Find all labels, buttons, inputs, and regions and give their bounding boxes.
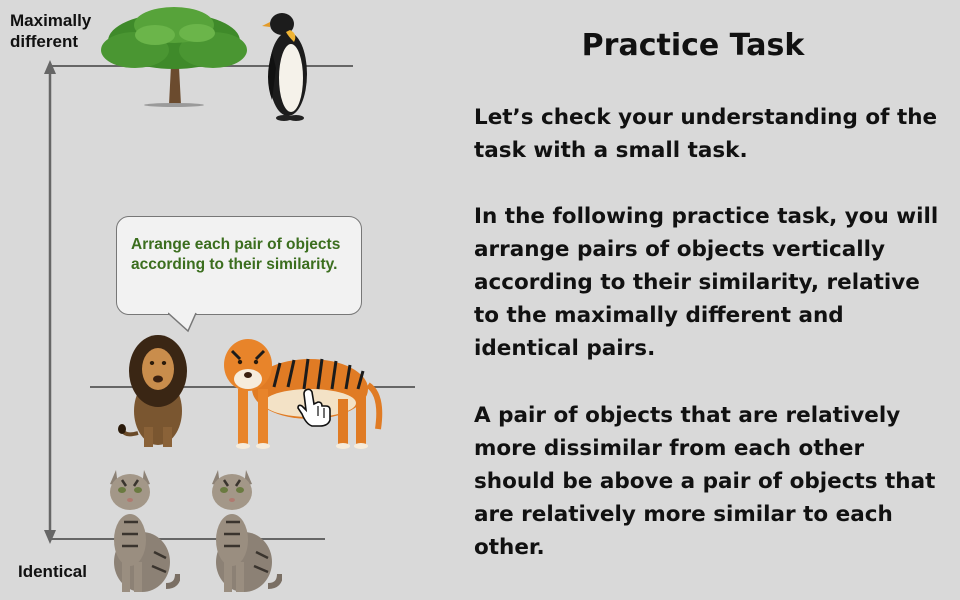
lion-image[interactable] bbox=[118, 333, 196, 451]
instruction-paragraph-2: In the following practice task, you will… bbox=[474, 200, 944, 365]
instruction-paragraph-1: Let’s check your understanding of the ta… bbox=[474, 101, 944, 167]
bubble-tail bbox=[168, 312, 218, 334]
bottom-pair-line bbox=[50, 538, 325, 540]
page-title: Practice Task bbox=[474, 28, 912, 63]
instruction-paragraph-3: A pair of objects that are relatively mo… bbox=[474, 399, 944, 564]
tree-image[interactable] bbox=[95, 5, 253, 107]
cat-image-left[interactable] bbox=[98, 462, 180, 596]
similarity-scale-arrow bbox=[34, 58, 58, 548]
penguin-image[interactable] bbox=[258, 8, 314, 123]
identical-label: Identical bbox=[18, 561, 87, 582]
cat-image-right[interactable] bbox=[200, 462, 282, 596]
hand-cursor-icon bbox=[296, 388, 334, 428]
bubble-text: Arrange each pair of objects according t… bbox=[131, 235, 353, 275]
